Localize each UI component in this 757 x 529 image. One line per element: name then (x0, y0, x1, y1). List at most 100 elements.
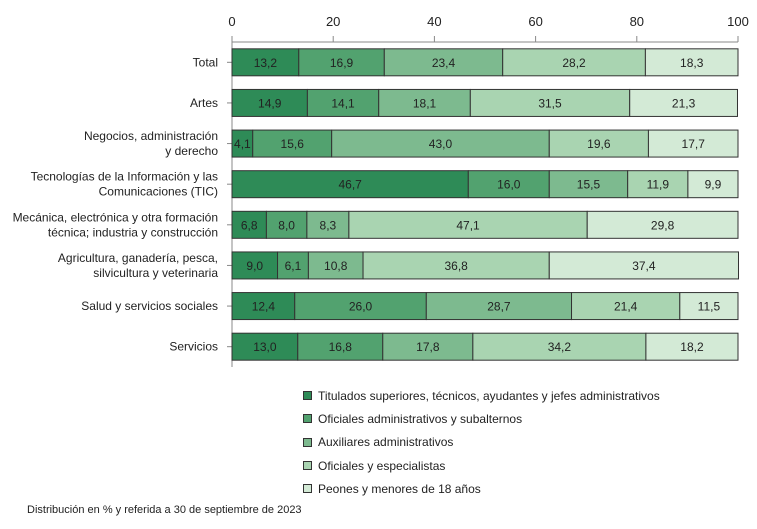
legend-swatch (303, 484, 312, 494)
data-label: 17,7 (682, 137, 706, 151)
category-label: Tecnologías de la Información y las (31, 170, 218, 184)
data-label: 17,8 (416, 340, 440, 354)
legend-item: Auxiliares administrativos (303, 431, 660, 454)
x-tick-label: 60 (528, 14, 542, 29)
category-label: Total (193, 55, 218, 69)
data-label: 8,3 (320, 218, 337, 232)
bar-segment (348, 210, 588, 239)
bar-segment (469, 88, 631, 117)
bar-segment (425, 292, 573, 321)
bar-segment (231, 88, 308, 117)
data-label: 29,8 (651, 218, 675, 232)
legend-label: Oficiales administrativos y subalternos (318, 411, 523, 426)
data-label: 12,4 (252, 300, 276, 314)
bar-segment (548, 170, 629, 199)
bar-segment (297, 332, 384, 361)
data-label: 21,3 (672, 96, 696, 110)
footnote: Distribución en % y referida a 30 de sep… (27, 504, 302, 516)
category-label: Negocios, administración (84, 129, 218, 143)
legend-item: Titulados superiores, técnicos, ayudante… (303, 384, 660, 407)
category-label: Salud y servicios sociales (81, 299, 218, 313)
legend-swatch (303, 437, 312, 447)
legend-label: Auxiliares administrativos (318, 435, 454, 450)
data-label: 14,9 (258, 96, 282, 110)
data-label: 6,1 (285, 259, 302, 273)
data-label: 28,2 (562, 56, 586, 70)
chart-legend: Titulados superiores, técnicos, ayudante… (303, 384, 660, 500)
data-label: 10,8 (324, 259, 348, 273)
legend-swatch (303, 391, 312, 401)
data-label: 18,1 (413, 96, 437, 110)
bar-segment (231, 210, 267, 239)
bar-segment (306, 88, 380, 117)
data-label: 15,5 (577, 178, 601, 192)
data-label: 16,8 (329, 340, 353, 354)
legend-swatch (303, 414, 312, 424)
data-label: 13,2 (254, 56, 278, 70)
data-label: 16,0 (497, 178, 521, 192)
data-label: 36,8 (444, 259, 468, 273)
data-label: 43,0 (429, 137, 453, 151)
data-label: 15,6 (281, 137, 305, 151)
bar-segment (548, 129, 649, 158)
data-label: 31,5 (538, 96, 562, 110)
category-label: Mecánica, electrónica y otra formación (13, 210, 218, 224)
legend-item: Oficiales y especialistas (303, 454, 660, 477)
data-label: 8,0 (278, 218, 295, 232)
bar-segment (586, 210, 739, 239)
data-label: 47,1 (456, 218, 480, 232)
data-label: 14,1 (331, 96, 355, 110)
data-label: 9,9 (705, 178, 722, 192)
data-label: 37,4 (632, 259, 656, 273)
data-label: 6,8 (241, 218, 258, 232)
x-tick-label: 40 (427, 14, 441, 29)
bar-segment (252, 129, 333, 158)
data-label: 9,0 (246, 259, 263, 273)
data-label: 26,0 (349, 300, 373, 314)
data-label: 11,9 (647, 178, 670, 192)
bar-segment (231, 292, 296, 321)
x-tick-label: 100 (727, 14, 749, 29)
category-label: Agricultura, ganadería, pesca, (58, 251, 218, 265)
bar-segment (231, 251, 279, 280)
legend-swatch (303, 461, 312, 471)
bar-segment (644, 48, 739, 77)
bar-segment (467, 170, 550, 199)
category-label: Servicios (169, 340, 218, 354)
legend-item: Peones y menores de 18 años (303, 477, 660, 500)
category-label: Comunicaciones (TIC) (99, 185, 218, 199)
category-label: Artes (190, 96, 218, 110)
x-tick-label: 20 (326, 14, 340, 29)
bar-segment (231, 170, 469, 199)
category-label: técnica; industria y construcción (48, 225, 218, 239)
category-label: silvicultura y veterinaria (93, 266, 218, 280)
legend-label: Titulados superiores, técnicos, ayudante… (318, 388, 660, 403)
bar-segment (362, 251, 550, 280)
bar-segment (231, 332, 299, 361)
data-label: 18,2 (680, 340, 704, 354)
bar-segment (548, 251, 740, 280)
data-label: 23,4 (432, 56, 456, 70)
category-label: y derecho (165, 144, 218, 158)
legend-label: Peones y menores de 18 años (318, 481, 481, 496)
x-tick-label: 0 (228, 14, 235, 29)
bar-segment (687, 170, 739, 199)
legend-item: Oficiales administrativos y subalternos (303, 407, 660, 430)
data-label: 21,4 (614, 300, 638, 314)
bar-segment (294, 292, 427, 321)
bar-segment (382, 332, 474, 361)
bar-segment (629, 88, 738, 117)
bar-segment (472, 332, 647, 361)
data-label: 4,1 (234, 137, 251, 151)
data-label: 11,5 (698, 300, 721, 314)
data-label: 13,0 (253, 340, 277, 354)
data-label: 16,9 (330, 56, 354, 70)
data-label: 46,7 (338, 178, 362, 192)
bar-segment (679, 292, 739, 321)
data-label: 34,2 (548, 340, 572, 354)
data-label: 28,7 (487, 300, 511, 314)
legend-label: Oficiales y especialistas (318, 458, 446, 473)
bar-segment (645, 332, 739, 361)
bar-segment (378, 88, 471, 117)
